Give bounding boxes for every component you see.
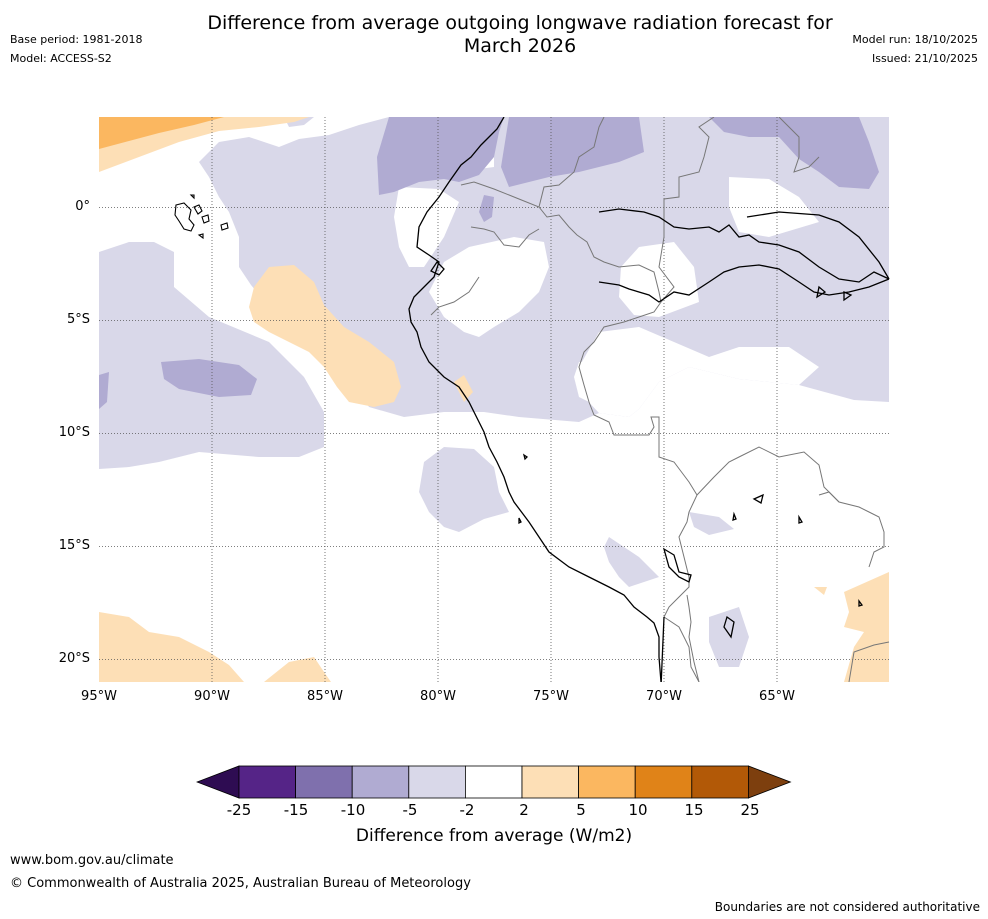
lon-label-65w: 65°W <box>759 689 795 704</box>
footer-copyright: © Commonwealth of Australia 2025, Austra… <box>10 876 471 891</box>
colorbar-tick: 2 <box>519 801 529 819</box>
lon-label-70w: 70°W <box>646 689 682 704</box>
issued-label: Issued: 21/10/2025 <box>871 52 978 65</box>
colorbar-extension-high <box>748 765 792 799</box>
colorbar-cell <box>578 765 636 799</box>
colorbar <box>196 765 792 799</box>
colorbar-cell <box>521 765 579 799</box>
colorbar-cell <box>634 765 693 799</box>
coastline <box>408 117 890 682</box>
footer-disclaimer: Boundaries are not considered authoritat… <box>714 900 980 914</box>
anomaly-moderate-positive-regions <box>99 117 224 149</box>
footer-url[interactable]: www.bom.gov.au/climate <box>10 853 174 868</box>
galapagos-islands <box>174 194 229 240</box>
lat-label-5s: 5°S <box>66 312 90 327</box>
colorbar-extension-low <box>196 765 240 799</box>
colorbar-tick: -2 <box>459 801 475 819</box>
colorbar-cell <box>295 765 353 799</box>
colorbar-cell <box>238 765 296 799</box>
map-title-line1: Difference from average outgoing longwav… <box>207 12 833 34</box>
colorbar-cell <box>691 765 749 799</box>
base-period-label: Base period: 1981-2018 <box>10 33 143 46</box>
forecast-map <box>99 117 890 682</box>
colorbar-title: Difference from average (W/m2) <box>355 826 633 846</box>
colorbar-tick: 15 <box>684 801 704 819</box>
model-run-label: Model run: 18/10/2025 <box>852 33 978 46</box>
colorbar-cell <box>464 765 523 799</box>
colorbar-tick: 10 <box>628 801 648 819</box>
lat-label-10s: 10°S <box>58 425 90 440</box>
lat-label-15s: 15°S <box>58 538 90 553</box>
lat-label-20s: 20°S <box>58 651 90 666</box>
colorbar-tick: -10 <box>340 801 366 819</box>
colorbar-cell <box>408 765 466 799</box>
colorbar-cell <box>351 765 410 799</box>
colorbar-tick: -25 <box>226 801 252 819</box>
anomaly-light-negative-regions <box>99 117 889 667</box>
lon-label-85w: 85°W <box>307 689 343 704</box>
lon-label-90w: 90°W <box>194 689 230 704</box>
lon-label-95w: 95°W <box>81 689 117 704</box>
colorbar-tick: -5 <box>402 801 418 819</box>
anomaly-neutral-regions <box>394 117 819 417</box>
map-title-line2: March 2026 <box>463 35 577 57</box>
lon-label-75w: 75°W <box>533 689 569 704</box>
model-label: Model: ACCESS-S2 <box>10 52 112 65</box>
graticule-lines <box>99 117 890 682</box>
colorbar-tick: 5 <box>576 801 586 819</box>
colorbar-tick: -15 <box>283 801 309 819</box>
map-title: Difference from average outgoing longwav… <box>170 12 870 58</box>
anomaly-moderate-negative-regions <box>99 117 879 409</box>
colorbar-tick: 25 <box>740 801 760 819</box>
lon-label-80w: 80°W <box>420 689 456 704</box>
lat-label-0: 0° <box>75 199 90 214</box>
